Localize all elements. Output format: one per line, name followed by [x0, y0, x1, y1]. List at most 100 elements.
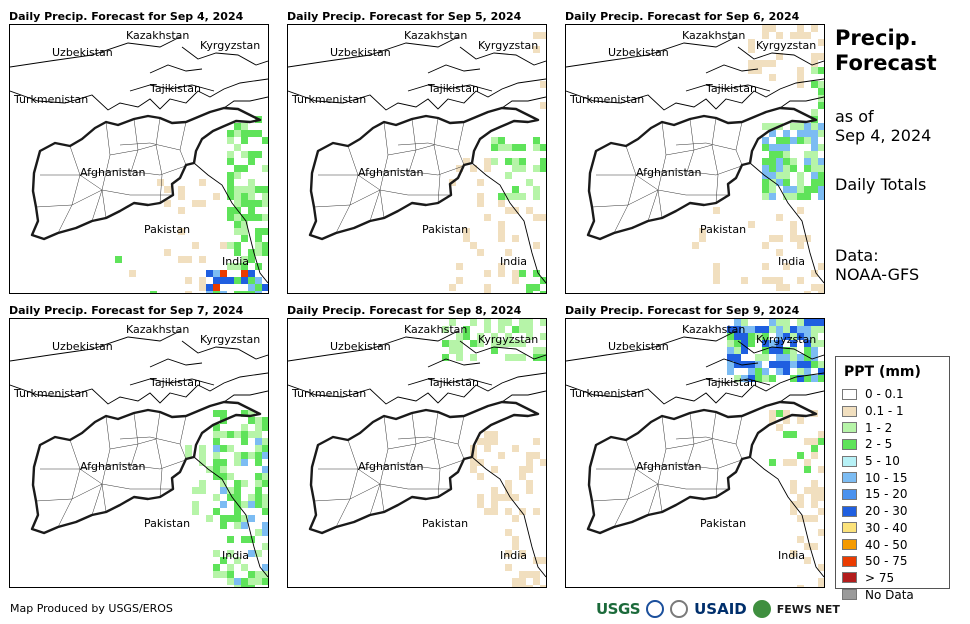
country-border	[427, 358, 481, 368]
precip-cell	[713, 207, 720, 214]
forecast-map[interactable]: Kazakhstan Kyrgyzstan Uzbekistan Tajikistan…	[9, 318, 269, 588]
precip-cell	[262, 424, 268, 431]
province-border	[387, 443, 417, 450]
precip-cell	[512, 515, 519, 522]
country-label-uzbekistan: Uzbekistan	[330, 340, 391, 353]
precip-cell	[241, 228, 248, 235]
precip-cell	[491, 466, 498, 473]
precip-cell	[804, 375, 811, 382]
legend-swatch	[842, 455, 857, 467]
precip-cell	[797, 536, 804, 543]
forecast-map[interactable]: Kazakhstan Kyrgyzstan Uzbekistan Tajikistan…	[565, 24, 825, 294]
province-border	[693, 438, 713, 445]
forecast-map[interactable]: Kazakhstan Kyrgyzstan Uzbekistan Tajikistan…	[287, 24, 547, 294]
precip-cell	[818, 368, 824, 375]
precip-cell	[526, 466, 533, 473]
precip-cell	[734, 361, 741, 368]
country-border	[471, 456, 546, 578]
precip-cell	[811, 487, 818, 494]
precip-cell	[790, 193, 797, 200]
precip-cell	[241, 424, 248, 431]
precip-cell	[811, 270, 818, 277]
precip-cell	[526, 284, 533, 291]
precip-cell	[776, 340, 783, 347]
precip-cell	[484, 445, 491, 452]
precip-cell	[213, 438, 220, 445]
precip-cell	[797, 137, 804, 144]
precip-cell	[227, 578, 234, 585]
precip-cell	[818, 585, 824, 587]
legend-swatch	[842, 472, 857, 484]
precip-cell	[762, 326, 769, 333]
precip-cell	[262, 438, 268, 445]
precip-cell	[227, 445, 234, 452]
precip-cell	[213, 277, 220, 284]
country-label-afghanistan: Afghanistan	[636, 460, 702, 473]
as-of-label: as of	[835, 107, 874, 126]
province-border	[40, 456, 195, 470]
precip-cell	[540, 214, 546, 221]
precip-cell	[213, 445, 220, 452]
precip-cell	[262, 452, 268, 459]
precip-cell	[797, 74, 804, 81]
precip-cell	[769, 186, 776, 193]
precip-cell	[262, 228, 268, 235]
legend-label: 40 - 50	[865, 537, 908, 552]
legend-label: 50 - 75	[865, 554, 908, 569]
precip-cell	[255, 130, 262, 137]
precip-cell	[234, 186, 241, 193]
usaid-logo: USAID	[694, 600, 747, 618]
precip-cell	[762, 60, 769, 67]
precip-cell	[526, 207, 533, 214]
precip-cell	[241, 123, 248, 130]
precip-cell	[512, 144, 519, 151]
precip-cell	[804, 347, 811, 354]
precip-cell	[776, 158, 783, 165]
precip-cell	[519, 473, 526, 480]
precip-cell	[220, 270, 227, 277]
precip-cell	[241, 137, 248, 144]
precip-cell	[491, 340, 498, 347]
precip-cell	[818, 529, 824, 536]
precip-cell	[748, 368, 755, 375]
precip-cell	[192, 501, 199, 508]
country-border	[471, 162, 546, 284]
legend-swatch	[842, 539, 857, 551]
forecast-map[interactable]: Kazakhstan Kyrgyzstan Uzbekistan Tajikistan…	[9, 24, 269, 294]
precip-cell	[255, 473, 262, 480]
precip-cell	[776, 214, 783, 221]
precip-cell	[248, 214, 255, 221]
country-label-india: India	[500, 549, 527, 562]
country-border	[223, 390, 268, 403]
precip-cell	[811, 375, 818, 382]
precip-cell	[255, 480, 262, 487]
precip-cell	[234, 515, 241, 522]
precip-cell	[470, 340, 477, 347]
precip-cell	[804, 466, 811, 473]
precip-cell	[234, 200, 241, 207]
precip-cell	[262, 564, 268, 571]
precip-cell	[540, 291, 546, 293]
precip-cell	[762, 368, 769, 375]
forecast-map[interactable]: Kazakhstan Kyrgyzstan Uzbekistan Tajikistan…	[287, 318, 547, 588]
precip-cell	[185, 445, 192, 452]
precip-cell	[505, 319, 512, 326]
precip-cell	[220, 242, 227, 249]
precip-cell	[783, 151, 790, 158]
precip-cell	[498, 326, 505, 333]
precip-cell	[484, 284, 491, 291]
precip-cell	[790, 459, 797, 466]
precip-cell	[818, 53, 824, 60]
precip-cell	[199, 277, 206, 284]
province-border	[109, 443, 139, 450]
forecast-map[interactable]: Kazakhstan Kyrgyzstan Uzbekistan Tajikistan…	[565, 318, 825, 588]
precip-cell	[533, 508, 540, 515]
precip-cell	[699, 228, 706, 235]
precip-cell	[776, 326, 783, 333]
precip-cell	[818, 144, 824, 151]
legend-swatch	[842, 438, 857, 450]
precip-cell	[804, 368, 811, 375]
afghanistan-border	[586, 400, 818, 535]
precip-cell	[818, 95, 824, 102]
precip-cell	[498, 263, 505, 270]
